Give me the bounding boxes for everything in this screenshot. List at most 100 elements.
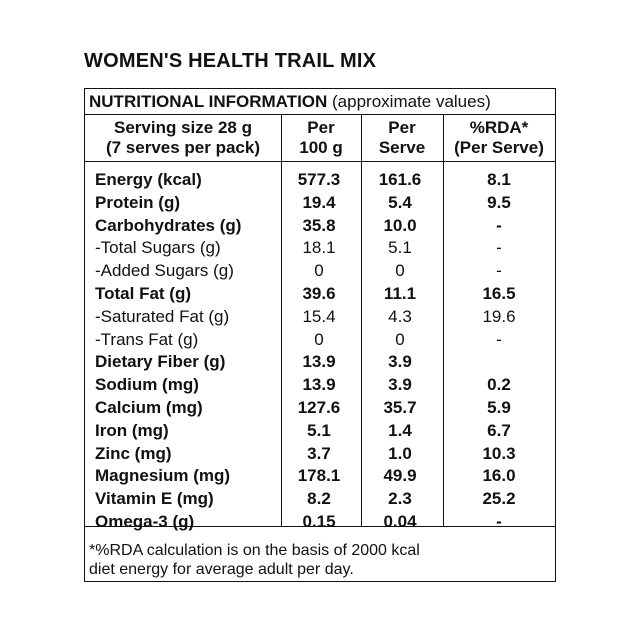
per-serve-value: 3.9: [388, 352, 412, 372]
nutrient-row: Carbohydrates (g) 35.8 10.0 -: [85, 215, 555, 238]
nutrient-row: -Total Sugars (g) 18.1 5.1 -: [85, 237, 555, 260]
nutrient-name: -Added Sugars (g): [95, 261, 234, 281]
nutrient-name: Iron (mg): [95, 420, 169, 440]
rda-value: 10.3: [482, 443, 516, 463]
per-100g-line1: Per: [307, 118, 335, 137]
column-divider: [281, 115, 282, 526]
per-serve-value: 5.1: [388, 238, 412, 258]
header-divider: [85, 161, 555, 162]
nutrient-name: Protein (g): [95, 192, 180, 212]
footnote-line1: *%RDA calculation is on the basis of 200…: [89, 542, 420, 559]
per-100g-value: 8.2: [307, 489, 331, 509]
rda-value: 25.2: [482, 489, 516, 509]
nutrition-rows: Energy (kcal) 577.3 161.6 8.1 Protein (g) 19.…: [85, 169, 555, 534]
nutrient-row: Protein (g) 19.4 5.4 9.5: [85, 192, 555, 215]
rda-line2: (Per Serve): [454, 138, 544, 157]
per-serve-value: 0: [395, 329, 405, 349]
nutrient-row: Energy (kcal) 577.3 161.6 8.1: [85, 169, 555, 192]
nutrient-name: Energy (kcal): [95, 170, 202, 189]
nutrient-name: Vitamin E (mg): [95, 489, 214, 509]
per-serve-value: 3.9: [388, 375, 412, 395]
per-100g-value: 5.1: [307, 420, 331, 440]
nutrient-name: -Saturated Fat (g): [95, 306, 230, 326]
footnote-divider: [85, 526, 555, 527]
nutrition-heading-title: NUTRITIONAL INFORMATION: [89, 92, 328, 111]
nutrient-name: Carbohydrates (g): [95, 215, 242, 235]
per-serve-value: 10.0: [383, 215, 417, 235]
rda-value: 19.6: [482, 306, 516, 326]
rda-value: -: [496, 215, 502, 235]
rda-value: -: [496, 329, 502, 349]
per-100g-value: 0: [314, 261, 324, 281]
product-title: WOMEN'S HEALTH TRAIL MIX: [84, 50, 377, 72]
per-serve-value: 1.0: [388, 443, 412, 463]
nutrition-panel: NUTRITIONAL INFORMATION (approximate val…: [84, 88, 556, 582]
per-100g-value: 18.1: [302, 238, 336, 258]
nutrient-row: Dietary Fiber (g) 13.9 3.9: [85, 351, 555, 374]
per-serve-value: 49.9: [383, 466, 417, 486]
nutrient-name: Zinc (mg): [95, 443, 172, 463]
rda-value: 8.1: [487, 170, 511, 189]
per-100g-value: 178.1: [297, 466, 341, 486]
nutrient-row: -Trans Fat (g) 0 0 -: [85, 329, 555, 352]
column-divider: [361, 115, 362, 526]
per-serve-line2: Serve: [378, 138, 426, 157]
per-100g-value: 3.7: [307, 443, 331, 463]
rda-header: %RDA* (Per Serve): [443, 118, 555, 158]
nutrient-name: Omega-3 (g): [95, 511, 195, 531]
nutrient-row: Magnesium (mg) 178.1 49.9 16.0: [85, 465, 555, 488]
nutrient-name: Total Fat (g): [95, 283, 191, 303]
rda-value: 5.9: [487, 397, 511, 417]
nutrient-row: Omega-3 (g) 0.15 0.04 -: [85, 511, 555, 534]
per-serve-value: 0: [395, 261, 405, 281]
per-serve-value: 35.7: [383, 397, 417, 417]
per-serve-value: 1.4: [388, 420, 412, 440]
rda-value: -: [496, 238, 502, 258]
per-serve-value: 5.4: [388, 192, 412, 212]
per-serve-line1: Per: [388, 118, 416, 137]
column-divider: [443, 115, 444, 526]
per-serve-value: 4.3: [388, 306, 412, 326]
per-100g-value: 15.4: [302, 306, 336, 326]
rda-value: -: [496, 261, 502, 281]
per-100g-value: 0.15: [302, 511, 336, 531]
nutrient-name: -Trans Fat (g): [95, 329, 199, 349]
nutrient-row: Vitamin E (mg) 8.2 2.3 25.2: [85, 488, 555, 511]
nutrient-name: Sodium (mg): [95, 375, 199, 395]
per-100g-value: 19.4: [302, 192, 336, 212]
per-100g-line2: 100 g: [299, 138, 343, 157]
nutrient-row: -Added Sugars (g) 0 0 -: [85, 260, 555, 283]
serving-size-line2: (7 serves per pack): [105, 138, 261, 157]
nutrient-row: Sodium (mg) 13.9 3.9 0.2: [85, 374, 555, 397]
per-100g-value: 127.6: [297, 397, 341, 417]
per-100g-value: 0: [314, 329, 324, 349]
per-100g-header: Per 100 g: [281, 118, 361, 158]
per-serve-header: Per Serve: [361, 118, 443, 158]
serving-size-line1: Serving size 28 g: [114, 118, 252, 137]
nutrition-heading: NUTRITIONAL INFORMATION (approximate val…: [85, 89, 555, 115]
rda-value: 0.2: [487, 375, 511, 395]
rda-line1: %RDA*: [469, 118, 529, 137]
rda-value: 6.7: [487, 420, 511, 440]
per-100g-value: 13.9: [302, 352, 336, 372]
per-100g-value: 13.9: [302, 375, 336, 395]
nutrient-name: -Total Sugars (g): [95, 238, 221, 258]
nutrient-row: Calcium (mg) 127.6 35.7 5.9: [85, 397, 555, 420]
footnote-line2: diet energy for average adult per day.: [89, 561, 354, 578]
nutrient-row: Iron (mg) 5.1 1.4 6.7: [85, 420, 555, 443]
nutrient-name: Magnesium (mg): [95, 466, 231, 486]
rda-footnote: *%RDA calculation is on the basis of 200…: [89, 541, 549, 579]
nutrient-row: Total Fat (g) 39.6 11.1 16.5: [85, 283, 555, 306]
nutrient-row: Zinc (mg) 3.7 1.0 10.3: [85, 443, 555, 466]
per-100g-value: 35.8: [302, 215, 336, 235]
per-100g-value: 577.3: [297, 170, 341, 189]
rda-value: 16.5: [482, 283, 516, 303]
per-serve-value: 2.3: [388, 489, 412, 509]
per-serve-value: 11.1: [383, 283, 417, 303]
rda-value: 9.5: [487, 192, 511, 212]
per-serve-value: 161.6: [378, 170, 422, 189]
per-100g-value: 39.6: [302, 283, 336, 303]
per-serve-value: 0.04: [383, 511, 417, 531]
rda-value: 16.0: [482, 466, 516, 486]
nutrient-name: Calcium (mg): [95, 397, 203, 417]
